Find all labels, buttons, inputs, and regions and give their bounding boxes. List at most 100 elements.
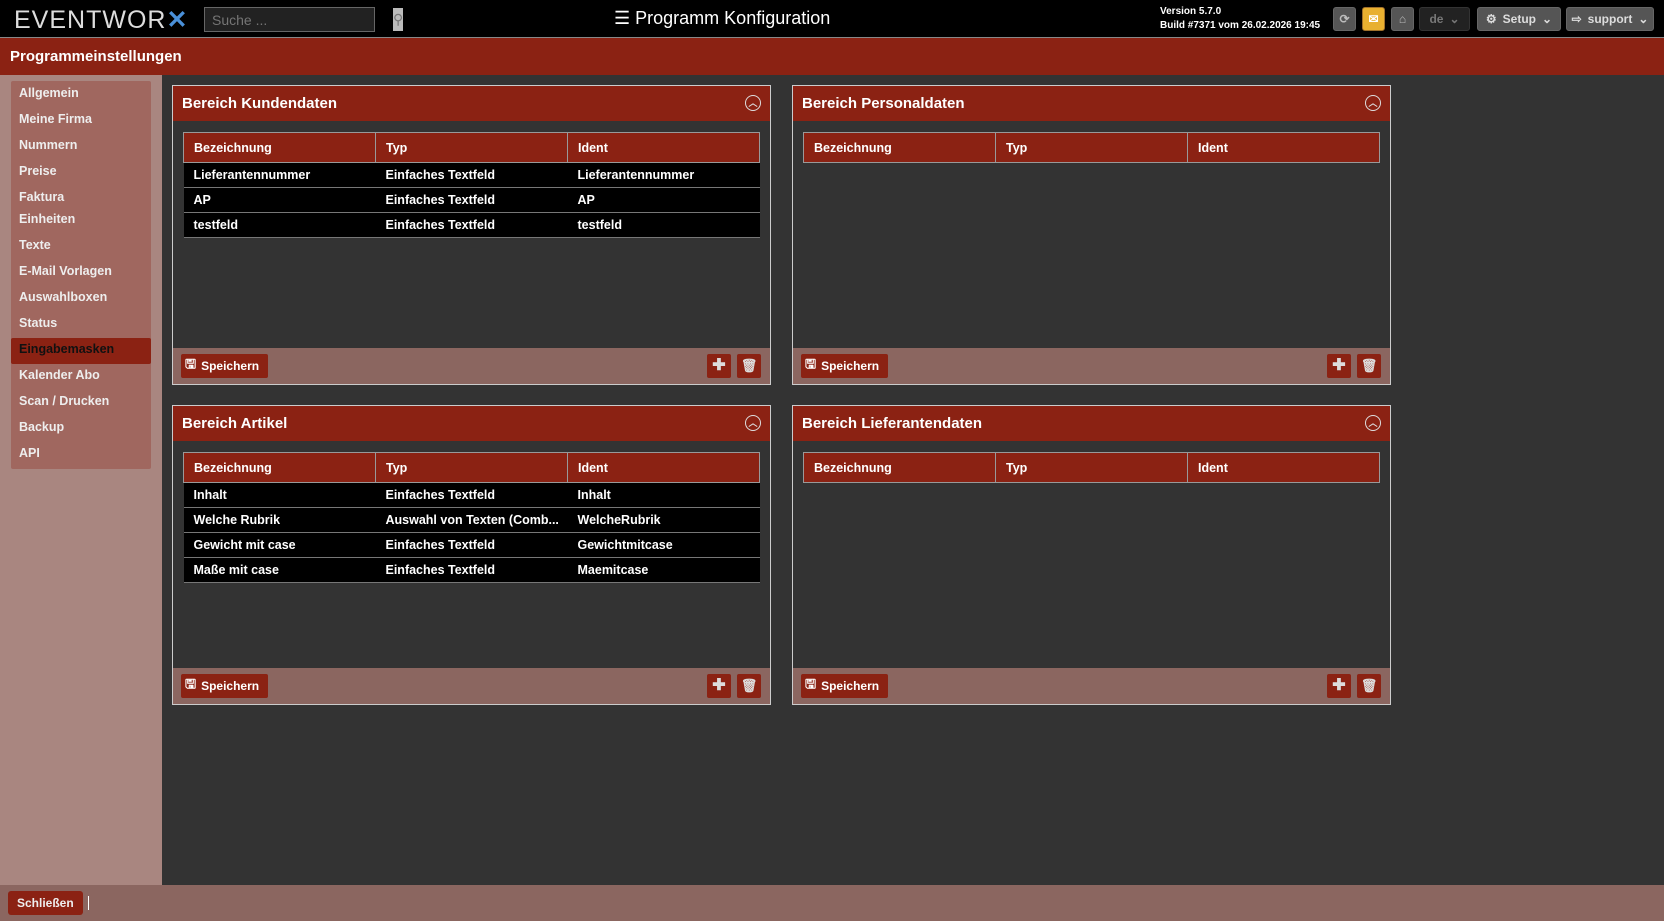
- add-button[interactable]: ✚: [707, 354, 731, 378]
- refresh-button[interactable]: ⟳: [1333, 7, 1356, 31]
- floppy-disk-icon: 🖫: [805, 676, 817, 691]
- sidebar-item-scan-drucken[interactable]: Scan / Drucken: [19, 394, 110, 408]
- trash-icon: 🗑: [740, 678, 758, 693]
- save-button[interactable]: 🖫 Speichern: [801, 354, 889, 378]
- save-button[interactable]: 🖫 Speichern: [801, 674, 889, 698]
- sidebar-item-auswahlboxen[interactable]: Auswahlboxen: [19, 290, 108, 304]
- mail-button[interactable]: ✉: [1362, 7, 1385, 31]
- table-row[interactable]: Maße mit case Einfaches Textfeld Maemitcas…: [183, 557, 760, 583]
- floppy-disk-icon: 🖫: [185, 356, 197, 371]
- table-cell: Gewicht mit case: [183, 532, 376, 558]
- table-row[interactable]: Gewicht mit case Einfaches Textfeld Gewich…: [183, 532, 760, 558]
- sidebar-item-texte[interactable]: Texte: [19, 238, 51, 252]
- logo[interactable]: EVENTWOR✕: [14, 6, 189, 34]
- delete-button[interactable]: 🗑: [1357, 674, 1381, 698]
- table-cell: Inhalt: [567, 482, 760, 508]
- column-header[interactable]: Typ: [375, 452, 568, 483]
- footer: Schließen: [0, 885, 1664, 921]
- column-header[interactable]: Bezeichnung: [183, 132, 376, 163]
- column-header[interactable]: Typ: [995, 452, 1188, 483]
- add-button[interactable]: ✚: [1327, 674, 1351, 698]
- sidebar-item-kalender-abo[interactable]: Kalender Abo: [19, 368, 100, 382]
- table-cell: Welche Rubrik: [183, 507, 376, 533]
- column-header[interactable]: Bezeichnung: [803, 132, 996, 163]
- home-icon: ⌂: [1398, 12, 1407, 26]
- save-button[interactable]: 🖫 Speichern: [181, 674, 269, 698]
- panel-title: Bereich Lieferantendaten: [802, 415, 983, 432]
- panel-footer: 🖫 Speichern ✚ 🗑: [793, 348, 1390, 384]
- delete-button[interactable]: 🗑: [1357, 354, 1381, 378]
- table-cell: Gewichtmitcase: [567, 532, 760, 558]
- panel-title: Bereich Kundendaten: [182, 95, 338, 112]
- save-button[interactable]: 🖫 Speichern: [181, 354, 269, 378]
- table-header: Bezeichnung Typ Ident: [183, 452, 760, 483]
- collapse-icon[interactable]: ︿: [745, 415, 761, 431]
- chevron-down-icon: ⌄: [1542, 12, 1553, 26]
- chevron-down-icon: ⌄: [1449, 12, 1460, 26]
- table-row[interactable]: testfeld Einfaches Textfeld testfeld: [183, 212, 760, 238]
- sidebar-item-e-mail-vorlagen[interactable]: E-Mail Vorlagen: [19, 264, 112, 278]
- column-header[interactable]: Bezeichnung: [803, 452, 996, 483]
- top-bar: EVENTWOR✕ ⚲ ☰ Programm Konfiguration Ver…: [0, 0, 1664, 38]
- search-icon[interactable]: ⚲: [393, 8, 404, 31]
- column-header[interactable]: Bezeichnung: [183, 452, 376, 483]
- panel-title: Bereich Personaldaten: [802, 95, 965, 112]
- sidebar-item-backup[interactable]: Backup: [19, 420, 65, 434]
- sidebar-item-allgemein[interactable]: Allgemein: [19, 86, 79, 100]
- close-button[interactable]: Schließen: [8, 891, 83, 915]
- sidebar-item-nummern[interactable]: Nummern: [19, 138, 78, 152]
- table-cell: Auswahl von Texten (Comb...: [375, 507, 568, 533]
- collapse-icon[interactable]: ︿: [1365, 95, 1381, 111]
- language-value: de: [1429, 12, 1444, 26]
- table-row[interactable]: AP Einfaches Textfeld AP: [183, 187, 760, 213]
- user-label: support: [1587, 12, 1633, 26]
- panel-header: Bereich Lieferantendaten ︿: [793, 406, 1390, 441]
- sidebar-item-api[interactable]: API: [19, 446, 40, 460]
- add-button[interactable]: ✚: [1327, 354, 1351, 378]
- sidebar-item-preise[interactable]: Preise: [19, 164, 57, 178]
- fields-table: Bezeichnung Typ Ident: [803, 132, 1380, 163]
- home-button[interactable]: ⌂: [1391, 7, 1414, 31]
- collapse-icon[interactable]: ︿: [1365, 415, 1381, 431]
- column-header[interactable]: Ident: [1187, 132, 1380, 163]
- sidebar-item-eingabemasken[interactable]: Eingabemasken: [11, 338, 151, 364]
- table-cell: testfeld: [183, 212, 376, 238]
- setup-button[interactable]: ⚙ Setup ⌄: [1477, 7, 1561, 31]
- user-menu[interactable]: ⇨ support ⌄: [1566, 7, 1654, 31]
- fields-table: Bezeichnung Typ Ident: [803, 452, 1380, 483]
- panel-header: Bereich Personaldaten ︿: [793, 86, 1390, 121]
- column-header[interactable]: Ident: [567, 132, 760, 163]
- sidebar-item-einheiten[interactable]: Einheiten: [19, 212, 76, 226]
- delete-button[interactable]: 🗑: [737, 354, 761, 378]
- table-cell: AP: [567, 187, 760, 213]
- language-select[interactable]: de ⌄: [1419, 7, 1470, 31]
- table-cell: Lieferantennummer: [183, 162, 376, 188]
- panel-bereich-personaldaten: Bereich Personaldaten ︿ Bezeichnung Typ Ide…: [792, 85, 1391, 385]
- save-label: Speichern: [821, 359, 880, 373]
- table-row[interactable]: Welche Rubrik Auswahl von Texten (Comb...…: [183, 507, 760, 533]
- table-row[interactable]: Lieferantennummer Einfaches Textfeld Liefe…: [183, 162, 760, 188]
- save-label: Speichern: [821, 679, 880, 693]
- sidebar-item-status[interactable]: Status: [19, 316, 58, 330]
- column-header[interactable]: Typ: [375, 132, 568, 163]
- sidebar: Allgemein Meine Firma Nummern Preise Faktura…: [0, 75, 162, 885]
- search-input[interactable]: [205, 8, 393, 31]
- sidebar-item-faktura[interactable]: Faktura: [19, 190, 65, 204]
- version-info: Version 5.7.0 Build #7371 vom 26.02.2026 …: [1160, 5, 1320, 33]
- column-header[interactable]: Ident: [1187, 452, 1380, 483]
- column-header[interactable]: Ident: [567, 452, 760, 483]
- table-cell: Einfaches Textfeld: [375, 162, 568, 188]
- list-icon: ☰: [614, 8, 631, 28]
- table-header: Bezeichnung Typ Ident: [803, 132, 1380, 163]
- plus-icon: ✚: [712, 357, 726, 374]
- search-box: ⚲: [204, 7, 404, 32]
- collapse-icon[interactable]: ︿: [745, 95, 761, 111]
- floppy-disk-icon: 🖫: [185, 676, 197, 691]
- add-button[interactable]: ✚: [707, 674, 731, 698]
- sidebar-item-meine-firma[interactable]: Meine Firma: [19, 112, 92, 126]
- table-row[interactable]: Inhalt Einfaches Textfeld Inhalt: [183, 482, 760, 508]
- column-header[interactable]: Typ: [995, 132, 1188, 163]
- plus-icon: ✚: [712, 677, 726, 694]
- delete-button[interactable]: 🗑: [737, 674, 761, 698]
- refresh-icon: ⟳: [1339, 12, 1350, 26]
